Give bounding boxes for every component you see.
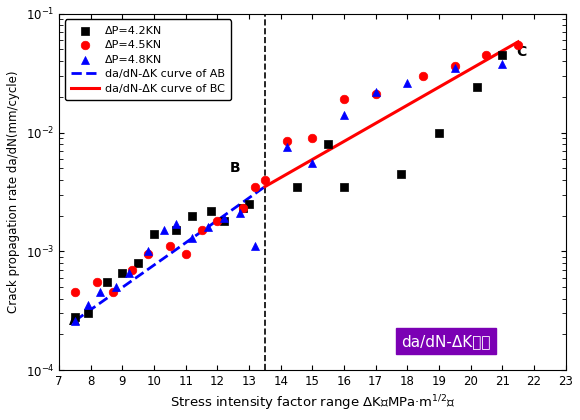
ΔP=4.8KN [219, 215, 229, 221]
ΔP=4.2KN [396, 171, 405, 177]
Text: C: C [517, 45, 527, 59]
ΔP=4.5KN [450, 63, 459, 70]
ΔP=4.8KN [282, 144, 292, 151]
ΔP=4.5KN [339, 96, 349, 103]
ΔP=4.8KN [172, 220, 181, 227]
ΔP=4.5KN [260, 176, 270, 183]
ΔP=4.5KN [282, 137, 292, 144]
ΔP=4.2KN [472, 84, 481, 91]
ΔP=4.8KN [124, 270, 133, 277]
ΔP=4.8KN [339, 112, 349, 118]
Text: da/dN-ΔK曲线: da/dN-ΔK曲线 [401, 334, 491, 349]
Line: da/dN-ΔK curve of BC: da/dN-ΔK curve of BC [265, 42, 518, 186]
ΔP=4.8KN [403, 80, 412, 87]
ΔP=4.2KN [172, 227, 181, 234]
ΔP=4.8KN [203, 224, 212, 231]
ΔP=4.8KN [450, 65, 459, 71]
Legend: ΔP=4.2KN, ΔP=4.5KN, ΔP=4.8KN, da/dN-ΔK curve of AB, da/dN-ΔK curve of BC: ΔP=4.2KN, ΔP=4.5KN, ΔP=4.8KN, da/dN-ΔK c… [64, 19, 231, 100]
ΔP=4.5KN [238, 205, 247, 212]
ΔP=4.5KN [513, 41, 523, 48]
ΔP=4.8KN [308, 160, 317, 167]
ΔP=4.5KN [143, 251, 153, 257]
ΔP=4.5KN [251, 183, 260, 190]
Text: B: B [230, 161, 241, 175]
da/dN-ΔK curve of AB [71, 318, 78, 323]
ΔP=4.8KN [187, 234, 197, 241]
ΔP=4.2KN [187, 212, 197, 219]
ΔP=4.5KN [92, 279, 101, 286]
ΔP=4.8KN [83, 302, 92, 309]
ΔP=4.2KN [292, 183, 301, 190]
ΔP=4.5KN [371, 91, 380, 97]
ΔP=4.5KN [419, 73, 428, 79]
ΔP=4.8KN [235, 210, 244, 216]
ΔP=4.2KN [133, 260, 143, 266]
ΔP=4.8KN [371, 89, 380, 95]
ΔP=4.8KN [111, 284, 121, 290]
ΔP=4.2KN [83, 310, 92, 317]
ΔP=4.2KN [206, 207, 216, 214]
Text: (b): (b) [79, 24, 106, 42]
ΔP=4.2KN [70, 314, 79, 320]
ΔP=4.2KN [498, 52, 507, 58]
ΔP=4.2KN [219, 218, 229, 224]
ΔP=4.5KN [127, 266, 136, 273]
ΔP=4.8KN [251, 243, 260, 250]
ΔP=4.8KN [70, 318, 79, 324]
ΔP=4.2KN [102, 279, 111, 286]
ΔP=4.5KN [70, 289, 79, 296]
Line: da/dN-ΔK curve of AB: da/dN-ΔK curve of AB [75, 186, 265, 321]
ΔP=4.2KN [434, 129, 444, 136]
da/dN-ΔK curve of AB [262, 184, 269, 189]
ΔP=4.2KN [238, 205, 247, 212]
ΔP=4.2KN [339, 183, 349, 190]
ΔP=4.2KN [150, 231, 159, 237]
ΔP=4.2KN [324, 141, 333, 147]
ΔP=4.5KN [165, 243, 175, 250]
ΔP=4.5KN [181, 251, 190, 257]
X-axis label: Stress intensity factor range ΔK（MPa·m$^{1/2}$）: Stress intensity factor range ΔK（MPa·m$^… [169, 394, 455, 413]
Y-axis label: Crack propagation rate da/dN(mm/cycle): Crack propagation rate da/dN(mm/cycle) [7, 71, 20, 313]
ΔP=4.5KN [213, 218, 222, 224]
da/dN-ΔK curve of AB [166, 252, 173, 257]
ΔP=4.8KN [96, 289, 105, 296]
ΔP=4.8KN [159, 227, 168, 234]
da/dN-ΔK curve of BC [514, 39, 521, 45]
ΔP=4.8KN [498, 60, 507, 67]
ΔP=4.5KN [197, 227, 206, 234]
da/dN-ΔK curve of BC [262, 184, 269, 189]
ΔP=4.2KN [118, 270, 127, 277]
ΔP=4.5KN [308, 134, 317, 141]
ΔP=4.5KN [482, 52, 491, 58]
Text: A: A [68, 314, 79, 328]
ΔP=4.2KN [244, 201, 253, 207]
ΔP=4.5KN [108, 289, 118, 296]
ΔP=4.8KN [143, 248, 153, 255]
